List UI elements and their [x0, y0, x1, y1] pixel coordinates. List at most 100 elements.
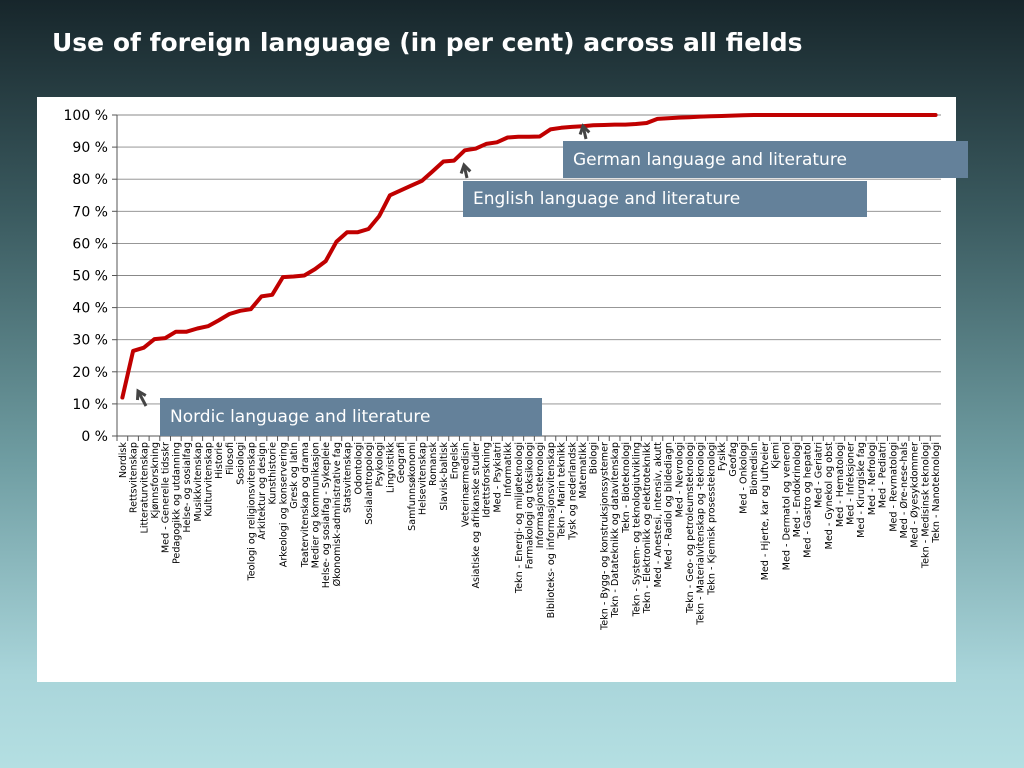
x-category-label: Med - Nevrologi: [674, 442, 685, 517]
data-point: [249, 307, 253, 311]
x-category-label: Kulturvitenskap: [203, 442, 214, 517]
data-point: [923, 113, 927, 117]
x-category-label: Gresk og latin: [289, 442, 300, 509]
arrow-english: [459, 162, 472, 179]
data-point: [431, 169, 435, 173]
data-point: [313, 267, 317, 271]
x-category-label: Biologi: [589, 442, 600, 474]
data-point: [827, 113, 831, 117]
data-point: [720, 114, 724, 118]
line-chart: 0 % 10 % 20 % 30 % 40 % 50 % 60 % 70 % 80 % 90 % 1…: [64, 108, 943, 631]
data-point: [142, 346, 146, 350]
x-category-label: Tekn - Marin teknikk: [557, 442, 568, 540]
data-point: [463, 148, 467, 152]
x-category-label: Geografi: [396, 442, 407, 483]
x-category-label: Rettsvitenskap: [129, 442, 140, 513]
x-category-label: Med - Endokrinologi: [792, 442, 803, 537]
x-category-label: Historie: [214, 442, 225, 479]
y-tick-label: 0 %: [81, 429, 108, 445]
data-point: [120, 395, 124, 400]
x-category-label: Tekn - Bioteknologi: [621, 442, 632, 534]
y-tick-label: 20 %: [72, 365, 108, 381]
data-point: [741, 113, 745, 117]
x-category-label: Tekn - Bygg- og konstruksjonssystemer: [599, 442, 610, 631]
data-point: [324, 259, 328, 263]
x-category-label: Med - Onkologi: [739, 442, 750, 514]
x-category-label: Arkitektur og design: [257, 442, 268, 540]
x-category-label: Litteraturvitenskap: [139, 442, 150, 534]
data-point: [131, 349, 135, 353]
x-category-label: Arkeologi og konservering: [278, 442, 289, 567]
data-point: [505, 135, 510, 140]
x-category-label: Med - Infeksjoner: [846, 442, 857, 525]
data-point: [613, 123, 617, 127]
data-point: [602, 123, 606, 127]
y-tick-label: 90 %: [72, 140, 108, 156]
data-point: [859, 113, 863, 117]
data-point: [880, 113, 884, 117]
x-category-label: Filosofi: [225, 442, 236, 475]
x-category-label: Tekn - Energi- og miljøteknologi: [514, 442, 525, 594]
x-category-label: Kunsthistorie: [268, 442, 279, 505]
x-category-label: Med - Anestesi, intensiv, akutt: [653, 442, 664, 588]
x-category-label: Kjemi: [771, 442, 782, 469]
x-category-label: Geofag: [728, 442, 739, 477]
data-point: [837, 113, 841, 117]
x-category-label: Tekn - Nanoteknologi: [931, 442, 942, 544]
x-category-label: Farmakologi og toksikologi: [525, 442, 536, 569]
x-category-label: Helse- og sosialfag: [182, 442, 193, 533]
data-point: [805, 113, 809, 117]
data-point: [891, 113, 895, 117]
x-category-label: Tekn - System- og teknologiutvikling: [632, 442, 643, 617]
data-point: [869, 113, 874, 117]
x-category-label: Med - Revmatologi: [888, 442, 899, 532]
data-point: [634, 122, 638, 126]
data-point: [441, 159, 445, 164]
data-point: [645, 121, 649, 125]
x-category-label: Med - Radiol og bildediagn: [664, 442, 675, 570]
data-point: [217, 318, 221, 323]
x-category-label: Lingvistikk: [385, 442, 396, 494]
x-category-label: Samfunnsøkonomi: [407, 442, 418, 531]
x-category-label: Helsevitenskap: [417, 442, 428, 515]
x-category-label: Tekn - Materialvitenskap og -teknologi: [696, 442, 707, 626]
x-category-label: Psykologi: [375, 442, 386, 487]
x-category-label: Tysk og nederlandsk: [567, 442, 578, 541]
data-point: [184, 330, 189, 334]
x-category-label: Musikkvitenskap: [193, 442, 204, 522]
x-category-label: Biomedisin: [749, 442, 760, 495]
x-category-label: Teologi og religionsvitenskap: [246, 442, 257, 581]
data-point: [527, 135, 531, 139]
x-category-label: Med - Pediatri: [878, 442, 889, 508]
data-point: [409, 184, 413, 188]
data-point: [912, 113, 916, 117]
data-point: [794, 113, 799, 117]
data-point: [752, 113, 756, 117]
data-point: [163, 336, 167, 340]
x-category-label: Biblioteks- og informasjonsvitenskap: [546, 442, 557, 618]
data-point: [623, 123, 627, 127]
y-tick-label: 30 %: [72, 333, 108, 349]
slide-title: Use of foreign language (in per cent) ac…: [52, 28, 803, 57]
data-point: [773, 113, 777, 117]
x-category-label: Med - Gynekol og obst: [824, 442, 835, 550]
data-point: [388, 193, 392, 197]
arrow-nordic: [135, 388, 148, 407]
x-category-label: Tekn - Elektronikk og elektroteknikk: [642, 442, 653, 615]
x-category-label: Sosiologi: [236, 442, 247, 485]
data-point: [484, 142, 488, 146]
x-category-label: Veterinærmedisin: [460, 442, 471, 527]
x-category-label: Med - Psykiatri: [492, 442, 503, 513]
x-category-label: Tekn - Datateknikk og datavitenskap: [610, 442, 621, 618]
data-point: [227, 312, 231, 316]
data-point: [473, 147, 478, 151]
data-point: [934, 113, 938, 117]
callout-english-language: English language and literature: [463, 181, 867, 217]
data-point: [516, 135, 520, 139]
x-category-label: Matematikk: [578, 442, 589, 499]
x-category-label: Med - Hjerte, kar og luftveier: [760, 442, 771, 580]
data-point: [270, 293, 274, 297]
x-category-label: Pedagogikk og utdanning: [171, 442, 182, 564]
x-category-label: Fysikk: [717, 442, 728, 472]
x-category-label: Kjønnsforskning: [150, 442, 161, 519]
